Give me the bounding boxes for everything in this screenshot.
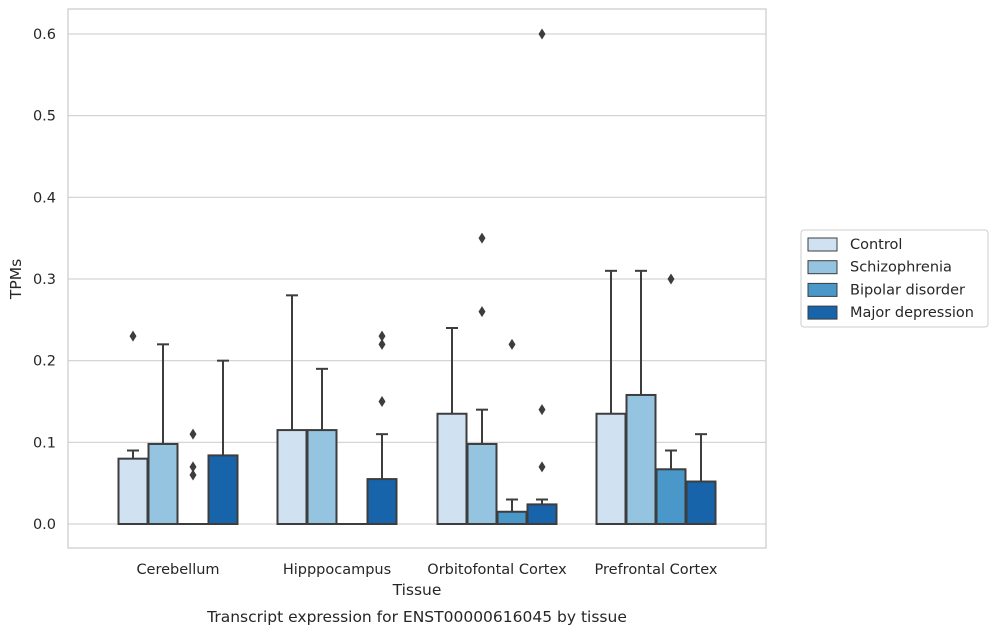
legend-frame: [800, 229, 989, 328]
box-group: [655, 273, 687, 525]
box-body: [466, 442, 498, 526]
legend-items: Control Schizophrenia Bipolar disorder Majo…: [807, 237, 974, 321]
x-tick-label: Orbitofontal Cortex: [427, 562, 567, 578]
box-body: [496, 510, 528, 525]
x-axis-label: Tissue: [392, 581, 442, 599]
y-tick-label: 0.1: [33, 435, 56, 451]
box-group: [685, 433, 717, 525]
box-body: [655, 468, 687, 525]
box-group: [496, 338, 528, 525]
box-body: [207, 454, 239, 525]
outlier-point: [538, 461, 546, 473]
y-axis-label: TPMs: [7, 259, 25, 300]
outlier-point: [667, 273, 675, 285]
legend-swatch: [807, 260, 838, 275]
box-group: [178, 428, 208, 525]
outlier-point: [478, 306, 486, 318]
box-body: [276, 429, 308, 526]
outlier-point: [129, 330, 137, 342]
box-body: [436, 412, 468, 525]
outlier-point: [538, 404, 546, 416]
box-body: [595, 412, 627, 525]
box-body: [685, 480, 717, 525]
y-tick-labels: 0.0 0.1 0.2 0.3 0.4 0.5 0.6: [33, 27, 56, 533]
legend-label: Control: [850, 237, 902, 253]
x-tick-label: Prefrontal Cortex: [595, 562, 718, 578]
legend-swatch: [807, 282, 838, 297]
outlier-point: [189, 428, 197, 440]
box-body: [366, 478, 398, 526]
outlier-point: [189, 461, 197, 473]
legend-label: Major depression: [850, 305, 974, 321]
legend: Control Schizophrenia Bipolar disorder Majo…: [800, 229, 989, 328]
box-group: [306, 367, 338, 526]
outlier-point: [508, 338, 516, 350]
plot-frame: [67, 8, 767, 549]
box-group: [625, 269, 657, 526]
legend-label: Bipolar disorder: [850, 282, 965, 298]
y-tick-label: 0.0: [33, 517, 56, 533]
y-tick-label: 0.3: [33, 272, 56, 288]
box-body: [147, 442, 179, 526]
box-body: [625, 393, 657, 526]
box-group: [436, 327, 468, 525]
outlier-point: [478, 232, 486, 244]
grid-lines: [68, 33, 766, 525]
box-group: [147, 343, 179, 526]
x-tick-labels: Cerebellum Hipppocampus Orbitofontal Corte…: [136, 562, 717, 578]
outlier-point: [378, 330, 386, 342]
box-group: [207, 359, 239, 525]
box-group: [466, 232, 498, 526]
box-body: [526, 503, 558, 525]
legend-label: Schizophrenia: [850, 260, 952, 276]
x-tick-label: Hipppocampus: [283, 562, 391, 578]
y-tick-label: 0.6: [33, 27, 56, 43]
box-group: [595, 269, 627, 525]
legend-swatch: [807, 237, 838, 252]
y-tick-label: 0.5: [33, 109, 56, 125]
x-tick-label: Cerebellum: [136, 562, 219, 578]
outlier-point: [538, 28, 546, 40]
y-tick-label: 0.2: [33, 354, 56, 370]
box-group: [366, 330, 398, 526]
outlier-point: [189, 469, 197, 481]
box-group: [526, 28, 558, 525]
y-tick-label: 0.4: [33, 190, 56, 206]
box-body: [306, 429, 338, 526]
box-group: [276, 294, 308, 526]
box-body: [117, 457, 149, 525]
box-plot-elements: [117, 28, 717, 526]
chart-caption: Transcript expression for ENST0000061604…: [206, 608, 627, 626]
box-group: [117, 330, 149, 525]
legend-swatch: [807, 305, 838, 320]
outlier-point: [378, 396, 386, 407]
outlier-point: [378, 338, 386, 350]
